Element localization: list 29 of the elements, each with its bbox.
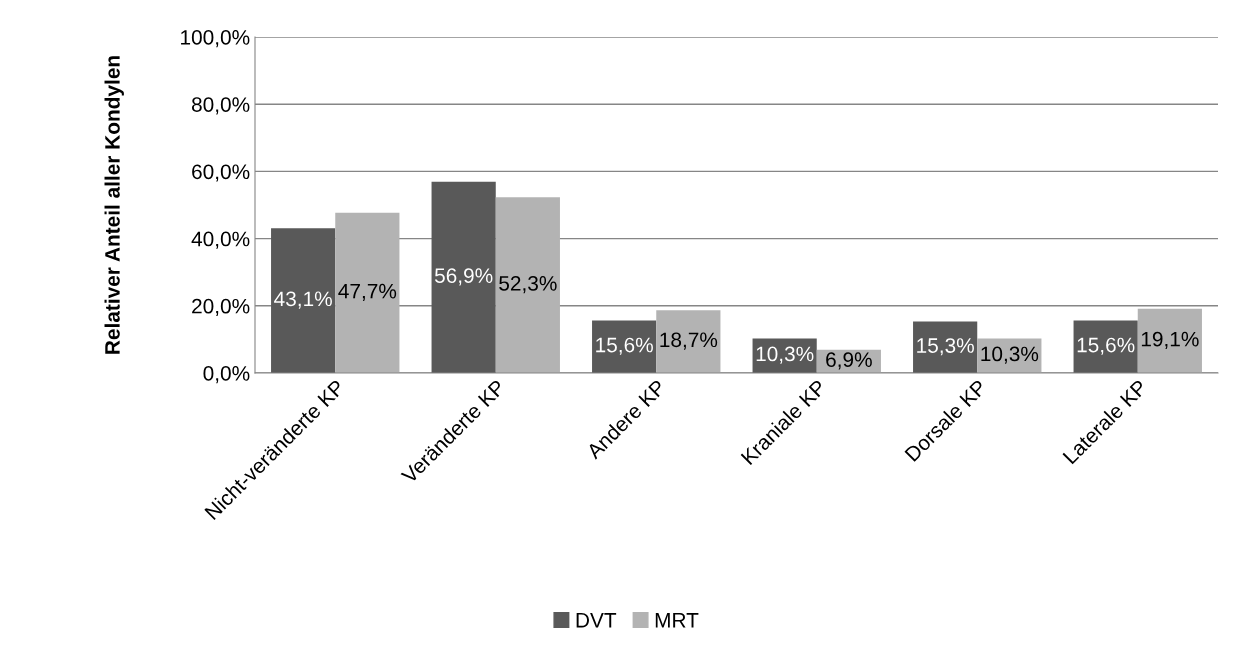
bar: [1137, 308, 1202, 373]
data-label: 6,9%: [826, 352, 872, 370]
data-label: 43,1%: [274, 291, 332, 309]
bar: [656, 310, 721, 373]
data-label: 10,3%: [981, 346, 1039, 364]
bar: [1073, 320, 1138, 373]
legend-label: MRT: [655, 613, 699, 628]
bar: [495, 197, 560, 373]
y-tick-label: 60,0%: [192, 164, 250, 182]
y-tick-label: 100,0%: [181, 30, 250, 48]
y-tick-label: 20,0%: [192, 298, 250, 317]
data-label: 10,3%: [756, 346, 814, 364]
data-label: 18,7%: [660, 332, 718, 350]
y-tick-label: 40,0%: [191, 231, 250, 249]
data-label: 52,3%: [499, 275, 557, 294]
legend-label: DVT: [576, 613, 617, 628]
y-axis-title: Relativer Anteil aller Kondylen: [104, 56, 124, 354]
data-label: 15,3%: [917, 338, 974, 356]
data-label: 56,9%: [434, 268, 493, 286]
data-label: 15,6%: [596, 337, 653, 355]
bar: [592, 320, 657, 373]
data-label: 47,7%: [338, 283, 397, 301]
data-label: 15,6%: [1077, 337, 1135, 355]
y-tick-label: 0,0%: [203, 366, 250, 384]
bar: [271, 228, 336, 373]
bar: [335, 212, 400, 373]
bar: [431, 181, 496, 373]
y-tick-label: 80,0%: [191, 97, 250, 115]
data-label: 19,1%: [1141, 331, 1199, 349]
